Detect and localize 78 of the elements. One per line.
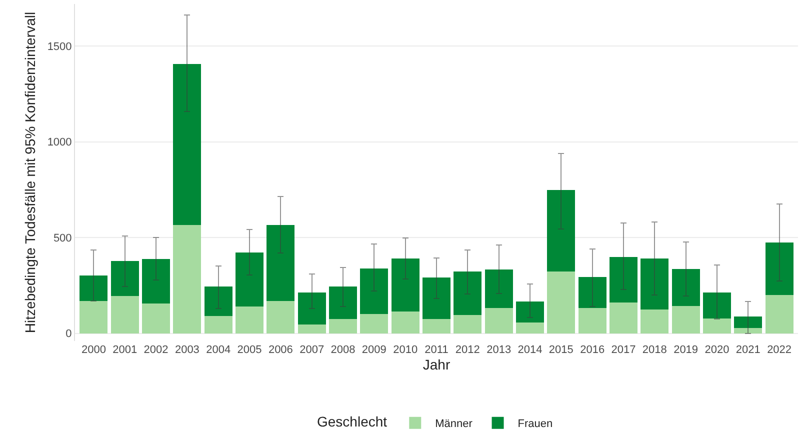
x-tick-label: 2003	[174, 344, 200, 356]
x-tick-label: 2021	[736, 344, 760, 356]
bar	[391, 258, 420, 312]
x-axis-title: Jahr	[422, 356, 450, 372]
y-tick-label: 0	[66, 328, 72, 340]
bar	[360, 268, 388, 314]
legend-title: Geschlecht	[317, 414, 388, 430]
bar	[328, 286, 358, 320]
bar	[547, 190, 576, 272]
x-tick-label: 2016	[580, 344, 605, 356]
bar	[80, 301, 108, 334]
bar	[266, 224, 295, 302]
x-tick-label: 2002	[144, 344, 168, 356]
bar	[454, 271, 482, 316]
x-tick-label: 2001	[112, 344, 138, 356]
bar	[266, 301, 295, 334]
bar	[235, 306, 264, 334]
x-tick-label: 2004	[206, 344, 231, 356]
bar	[204, 316, 232, 334]
bar	[765, 242, 794, 295]
y-axis-title: Hitzebedingte Todesfälle mit 95% Konfidenzintervall	[22, 12, 38, 334]
x-tick-label: 2011	[424, 344, 448, 356]
x-tick-label: 2020	[704, 344, 730, 356]
x-tick-label: 2017	[611, 344, 636, 356]
bar	[672, 306, 700, 334]
bar	[298, 324, 326, 334]
bar	[142, 303, 170, 334]
bar	[204, 286, 232, 316]
legend-label: Frauen	[518, 418, 553, 430]
x-tick-label: 2013	[486, 344, 512, 356]
bar	[298, 292, 326, 324]
x-tick-label: 2000	[81, 344, 106, 356]
bar	[578, 277, 606, 308]
bar	[702, 318, 731, 334]
x-tick-label: 2022	[767, 344, 792, 356]
bar	[734, 328, 762, 334]
bar	[173, 224, 202, 334]
x-tick-label: 2019	[674, 344, 698, 356]
bar	[609, 302, 638, 334]
bar	[422, 319, 451, 334]
bar	[173, 64, 202, 225]
x-tick-label: 2018	[642, 344, 667, 356]
bar	[516, 322, 544, 334]
x-tick-label: 2015	[548, 344, 574, 356]
bar	[734, 316, 762, 328]
x-tick-label: 2008	[330, 344, 356, 356]
x-tick-label: 2009	[362, 344, 386, 356]
bar	[454, 315, 482, 334]
x-tick-label: 2012	[455, 344, 480, 356]
bar	[484, 270, 513, 308]
bar	[360, 314, 388, 334]
bar	[702, 292, 731, 318]
bar	[765, 294, 794, 334]
bar	[547, 271, 576, 334]
bar	[640, 258, 669, 310]
y-tick-label: 1500	[47, 40, 72, 53]
bar	[110, 260, 139, 296]
bar	[640, 310, 669, 334]
bar	[672, 268, 700, 306]
bar	[578, 308, 606, 334]
bar	[80, 276, 108, 302]
bar	[484, 308, 513, 334]
bar	[391, 312, 420, 334]
x-tick-label: 2006	[268, 344, 293, 356]
x-tick-label: 2014	[518, 344, 542, 356]
y-tick-label: 1000	[47, 136, 72, 149]
bar	[328, 319, 358, 334]
x-tick-label: 2005	[237, 344, 262, 356]
bar	[110, 296, 139, 334]
bar	[142, 258, 170, 304]
bar	[235, 252, 264, 307]
y-tick-label: 500	[53, 232, 72, 244]
x-tick-label: 2007	[300, 344, 324, 356]
bar	[516, 301, 544, 322]
bar	[609, 256, 638, 302]
x-tick-label: 2010	[393, 344, 418, 356]
legend-label: Männer	[435, 418, 473, 430]
bar	[422, 278, 451, 320]
